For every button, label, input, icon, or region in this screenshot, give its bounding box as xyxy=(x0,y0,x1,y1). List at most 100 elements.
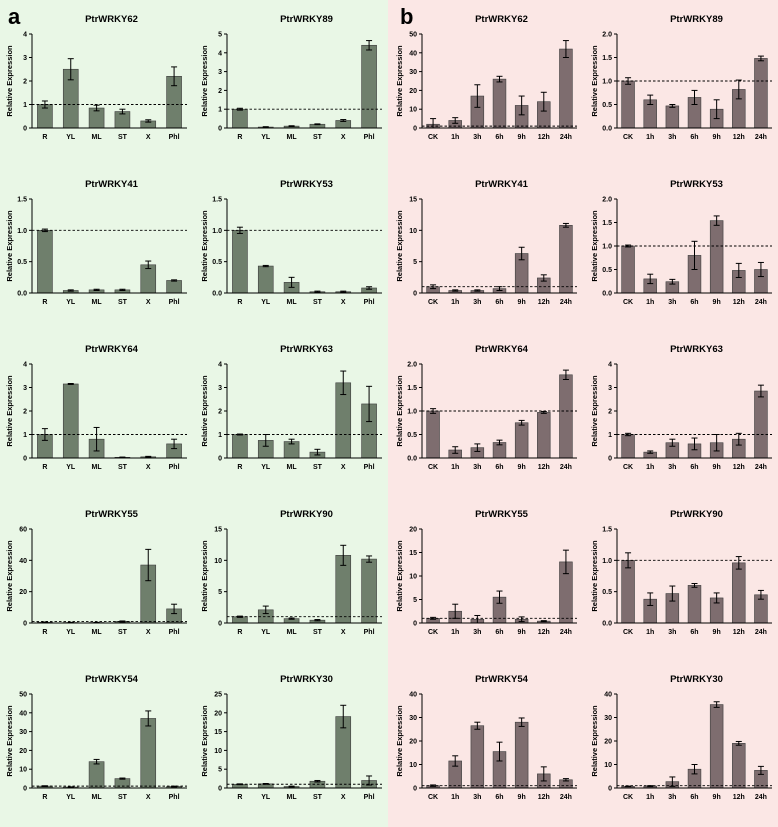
chart-a-PtrWRKY90: PtrWRKY90 Relative Expression 0 5 10 15 R YL ML S… xyxy=(200,509,382,636)
y-tick-label: 50 xyxy=(409,32,417,39)
y-tick-label: 5 xyxy=(413,259,417,266)
y-tick-label: 20 xyxy=(409,88,417,95)
y-axis-label: Relative Expression xyxy=(590,540,599,612)
y-tick-label: 1.0 xyxy=(212,228,222,235)
chart-a-PtrWRKY54: PtrWRKY54 Relative Expression 0 10 20 30 40 50 R… xyxy=(5,674,187,801)
chart-title: PtrWRKY41 xyxy=(85,179,139,190)
bar-12h xyxy=(732,562,746,624)
x-tick-label-6h: 6h xyxy=(495,134,503,141)
y-tick-label: 10 xyxy=(409,762,417,769)
x-tick-label-6h: 6h xyxy=(495,629,503,636)
y-tick-label: 4 xyxy=(218,50,222,57)
x-tick-label-ST: ST xyxy=(313,299,323,306)
chart-title: PtrWRKY62 xyxy=(475,14,528,25)
y-tick-label: 3 xyxy=(218,385,222,392)
x-tick-label-X: X xyxy=(341,299,346,306)
y-tick-label: 2 xyxy=(218,409,222,416)
x-tick-label-3h: 3h xyxy=(668,794,676,801)
x-tick-label-6h: 6h xyxy=(495,299,503,306)
y-tick-label: 40 xyxy=(604,692,612,699)
x-tick-label-YL: YL xyxy=(261,629,271,636)
y-tick-label: 4 xyxy=(218,362,222,369)
x-tick-label-6h: 6h xyxy=(690,299,698,306)
y-axis-label: Relative Expression xyxy=(395,540,404,612)
y-tick-label: 3 xyxy=(608,385,612,392)
x-tick-label-ST: ST xyxy=(118,134,128,141)
panel-b-label: b xyxy=(400,4,414,29)
bar-ST xyxy=(114,778,131,789)
x-tick-label-ML: ML xyxy=(287,629,298,636)
bar-R xyxy=(232,230,248,294)
x-tick-label-YL: YL xyxy=(66,299,76,306)
bar-9h xyxy=(709,704,724,789)
x-tick-label-9h: 9h xyxy=(518,299,526,306)
y-axis-label: Relative Expression xyxy=(200,705,209,777)
y-tick-label: 20 xyxy=(409,739,417,746)
x-tick-label-24h: 24h xyxy=(560,464,572,471)
x-tick-label-24h: 24h xyxy=(755,134,767,141)
y-tick-label: 1.5 xyxy=(17,197,27,204)
bar-24h xyxy=(754,58,768,129)
y-axis-label: Relative Expression xyxy=(200,210,209,282)
bar-YL xyxy=(62,383,79,459)
x-tick-label-R: R xyxy=(237,629,242,636)
x-tick-label-X: X xyxy=(146,299,151,306)
y-tick-label: 0 xyxy=(23,786,27,793)
x-tick-label-CK: CK xyxy=(428,629,438,636)
x-tick-label-R: R xyxy=(42,134,47,141)
chart-title: PtrWRKY90 xyxy=(670,509,723,520)
y-tick-label: 0 xyxy=(608,456,612,463)
x-tick-label-24h: 24h xyxy=(755,629,767,636)
chart-a-PtrWRKY64: PtrWRKY64 Relative Expression 0 1 2 3 4 R YL ML ST… xyxy=(5,344,187,471)
y-tick-label: 4 xyxy=(23,32,27,39)
bar-3h xyxy=(470,725,485,789)
x-tick-label-X: X xyxy=(341,464,346,471)
x-tick-label-X: X xyxy=(341,134,346,141)
x-tick-label-1h: 1h xyxy=(646,464,654,471)
y-tick-label: 60 xyxy=(19,527,27,534)
x-tick-label-1h: 1h xyxy=(451,134,459,141)
y-tick-label: 40 xyxy=(409,50,417,57)
x-tick-label-R: R xyxy=(42,464,47,471)
y-tick-label: 0 xyxy=(218,621,222,628)
y-tick-label: 0.0 xyxy=(602,291,612,298)
x-tick-label-9h: 9h xyxy=(713,629,721,636)
y-tick-label: 1 xyxy=(23,432,27,439)
x-tick-label-Phl: Phl xyxy=(169,794,180,801)
x-tick-label-24h: 24h xyxy=(755,299,767,306)
x-tick-label-9h: 9h xyxy=(518,134,526,141)
y-tick-label: 5 xyxy=(413,597,417,604)
chart-title: PtrWRKY89 xyxy=(670,14,723,25)
bar-ML xyxy=(88,761,105,789)
x-tick-label-Phl: Phl xyxy=(169,629,180,636)
bar-X xyxy=(140,718,157,789)
x-tick-label-1h: 1h xyxy=(451,629,459,636)
y-tick-label: 40 xyxy=(409,692,417,699)
y-tick-label: 1 xyxy=(23,102,27,109)
y-tick-label: 0.5 xyxy=(602,102,612,109)
x-tick-label-X: X xyxy=(146,464,151,471)
x-tick-label-R: R xyxy=(237,299,242,306)
x-tick-label-12h: 12h xyxy=(733,794,745,801)
x-tick-label-3h: 3h xyxy=(473,299,481,306)
chart-title: PtrWRKY54 xyxy=(85,674,139,685)
x-tick-label-ML: ML xyxy=(287,794,298,801)
chart-b-PtrWRKY62: PtrWRKY62 Relative Expression 0 10 20 30 40 50 C… xyxy=(395,14,577,141)
y-axis-label: Relative Expression xyxy=(5,705,14,777)
x-tick-label-9h: 9h xyxy=(713,299,721,306)
bar-24h xyxy=(559,374,573,459)
x-tick-label-CK: CK xyxy=(623,134,633,141)
x-tick-label-9h: 9h xyxy=(518,464,526,471)
chart-b-PtrWRKY89: PtrWRKY89 Relative Expression 0.0 0.5 1.0 1.5… xyxy=(590,14,772,141)
y-tick-label: 3 xyxy=(23,385,27,392)
y-tick-label: 1.5 xyxy=(212,197,222,204)
x-tick-label-R: R xyxy=(42,299,47,306)
bar-CK xyxy=(621,245,635,294)
y-tick-label: 40 xyxy=(19,710,27,717)
chart-b-PtrWRKY63: PtrWRKY63 Relative Expression 0 1 2 3 4 CK 1h 3h 6… xyxy=(590,344,772,471)
y-tick-label: 40 xyxy=(19,558,27,565)
x-tick-label-R: R xyxy=(237,464,242,471)
y-tick-label: 0 xyxy=(413,621,417,628)
y-tick-label: 2.0 xyxy=(602,197,612,204)
x-tick-label-ML: ML xyxy=(287,134,298,141)
